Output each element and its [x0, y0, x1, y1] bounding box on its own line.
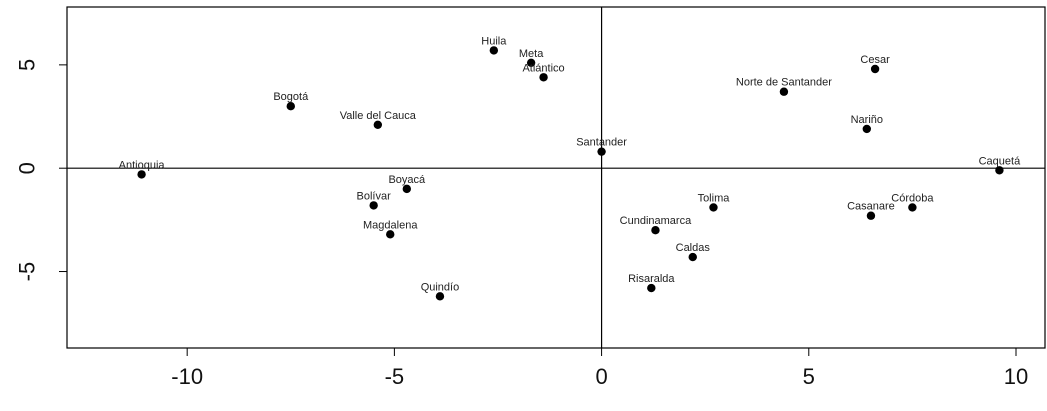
data-point [489, 46, 499, 55]
data-point [539, 73, 548, 82]
x-tick-label: 0 [595, 364, 607, 389]
data-point [435, 292, 445, 301]
point-label: Cundinamarca [620, 215, 692, 227]
point-label: Antioquia [119, 159, 166, 171]
point-label: Norte de Santander [736, 77, 832, 89]
x-tick-label: 10 [1004, 364, 1028, 389]
data-point [908, 203, 917, 212]
x-axis: -10 -5 0 5 10 [171, 348, 1028, 389]
point-label: Valle del Cauca [340, 110, 417, 122]
y-tick-label: 0 [15, 162, 40, 174]
point-label: Bolívar [357, 190, 392, 202]
point-labels: Antioquia Bogotá Valle del Cauca Huila Meta A… [119, 35, 1021, 293]
point-label: Nariño [851, 114, 883, 126]
point-label: Huila [481, 35, 507, 47]
point-label: Cesar [860, 54, 890, 66]
y-axis: -5 0 5 [15, 59, 67, 282]
x-tick-label: 5 [803, 364, 815, 389]
data-point [386, 230, 395, 239]
data-point [647, 283, 656, 293]
point-label: Santander [576, 137, 627, 149]
data-point [373, 120, 383, 129]
data-point [870, 64, 880, 74]
y-tick-label: 5 [15, 59, 40, 71]
x-tick-label: -10 [171, 364, 203, 389]
data-points [137, 46, 1004, 301]
point-label: Magdalena [363, 219, 418, 231]
point-label: Caldas [676, 242, 711, 254]
data-point [651, 226, 660, 235]
data-point [709, 203, 718, 212]
data-point [286, 102, 295, 111]
data-point [402, 184, 412, 194]
point-label: Atlántico [522, 62, 564, 74]
data-point [369, 201, 378, 210]
data-point [688, 252, 697, 262]
data-point [779, 87, 789, 96]
data-point [995, 166, 1004, 175]
point-label: Boyacá [388, 174, 426, 186]
y-tick-label: -5 [15, 262, 40, 282]
data-point [862, 124, 872, 134]
point-label: Caquetá [979, 155, 1021, 167]
point-label: Córdoba [891, 192, 934, 204]
data-point [597, 147, 606, 156]
point-label: Casanare [847, 201, 895, 213]
plot-frame [66, 6, 1046, 349]
data-point [866, 211, 876, 220]
data-point [526, 58, 536, 67]
data-point [137, 170, 146, 179]
point-label: Risaralda [628, 273, 675, 285]
point-label: Meta [519, 48, 544, 60]
point-label: Quindío [421, 281, 460, 293]
reference-lines [67, 7, 1045, 348]
x-tick-label: -5 [385, 364, 405, 389]
point-label: Tolima [698, 192, 731, 204]
point-label: Bogotá [273, 91, 309, 103]
